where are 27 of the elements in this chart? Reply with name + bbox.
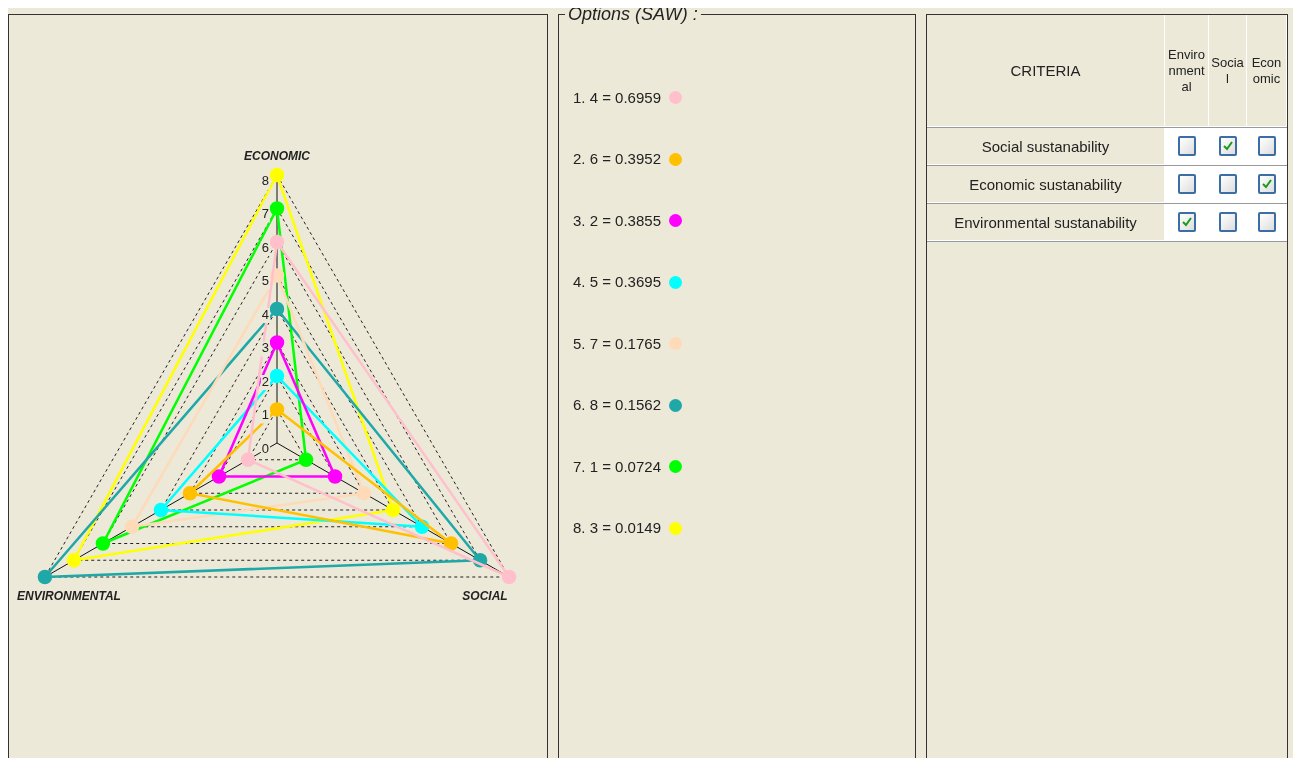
y-tick-label: 0 <box>261 440 269 456</box>
y-tick-label: 6 <box>261 239 269 255</box>
legend-label: 2. 6 = 0.3952 <box>573 149 661 170</box>
text: Environmental <box>1165 15 1209 127</box>
legend-label: 4. 5 = 0.3695 <box>573 272 661 293</box>
legend-label: 8. 3 = 0.0149 <box>573 518 661 539</box>
y-tick-label: 4 <box>261 306 269 322</box>
y-tick-label: 3 <box>261 340 269 356</box>
legend-label: 1. 4 = 0.6959 <box>573 87 661 108</box>
legend-label: 6. 8 = 0.1562 <box>573 395 661 416</box>
y-tick-label: 8 <box>261 172 269 188</box>
y-tick-label: 5 <box>261 273 269 289</box>
y-tick-label: 1 <box>261 407 269 423</box>
text: Social <box>1209 15 1247 127</box>
spoke-label: ENVIRONMENTAL <box>17 589 121 604</box>
y-tick-label: 2 <box>261 373 269 389</box>
text: Social sustanability <box>927 128 1165 165</box>
y-tick-label: 7 <box>261 206 269 222</box>
text: Economic sustanability <box>927 166 1165 203</box>
legend-label: 7. 1 = 0.0724 <box>573 456 661 477</box>
text: Environmental sustanability <box>927 204 1165 241</box>
legend-label: 5. 7 = 0.1765 <box>573 333 661 354</box>
legend-label: 3. 2 = 0.3855 <box>573 210 661 231</box>
spoke-label: ECONOMIC <box>244 149 311 164</box>
text: CRITERIA <box>927 15 1165 127</box>
text: Economic <box>1247 15 1287 127</box>
spoke-label: SOCIAL <box>462 589 508 604</box>
